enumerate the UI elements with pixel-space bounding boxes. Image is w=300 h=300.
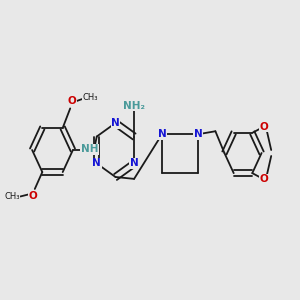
Text: O: O — [67, 96, 76, 106]
Text: O: O — [259, 122, 268, 132]
Text: O: O — [259, 174, 268, 184]
Text: NH: NH — [81, 144, 98, 154]
Text: O: O — [28, 191, 37, 201]
Text: N: N — [111, 118, 120, 128]
Text: N: N — [92, 158, 101, 169]
Text: N: N — [158, 129, 166, 139]
Text: N: N — [194, 129, 202, 139]
Text: CH₃: CH₃ — [4, 192, 20, 201]
Text: NH₂: NH₂ — [123, 101, 145, 111]
Text: N: N — [130, 158, 139, 169]
Text: CH₃: CH₃ — [82, 93, 98, 102]
